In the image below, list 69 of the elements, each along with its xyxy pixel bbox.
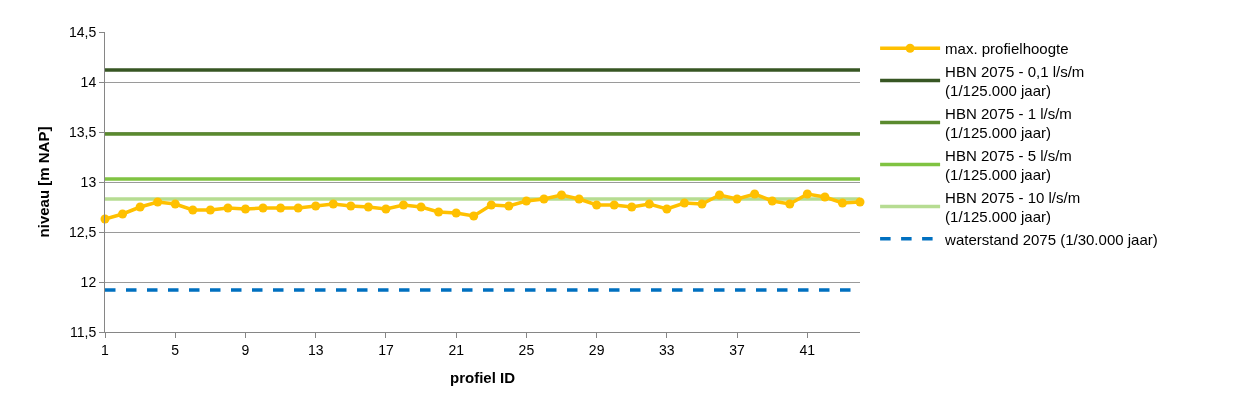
x-tick-label: 5 xyxy=(171,341,180,358)
x-tick-label: 33 xyxy=(659,341,675,358)
point xyxy=(697,199,707,209)
point xyxy=(363,202,373,212)
legend-label: HBN 2075 - 10 l/s/m (1/125.000 jaar) xyxy=(945,188,1081,226)
point xyxy=(679,198,689,208)
point xyxy=(820,192,830,202)
point xyxy=(767,196,777,206)
point xyxy=(276,203,286,213)
point xyxy=(381,204,391,214)
legend-label: HBN 2075 - 1 l/s/m (1/125.000 jaar) xyxy=(945,104,1072,142)
point xyxy=(223,203,233,213)
point xyxy=(434,207,444,217)
x-tick-label: 13 xyxy=(307,341,324,358)
y-tick-label: 13,5 xyxy=(68,123,97,140)
point xyxy=(293,203,303,213)
point xyxy=(240,204,250,214)
point xyxy=(258,203,268,213)
point xyxy=(557,190,567,200)
point xyxy=(398,200,408,210)
point xyxy=(311,201,321,211)
y-tick-label: 12 xyxy=(80,273,97,290)
y-axis-title: niveau [m NAP] xyxy=(35,126,53,238)
point xyxy=(592,200,602,210)
point xyxy=(574,194,584,204)
legend-label: waterstand 2075 (1/30.000 jaar) xyxy=(944,230,1158,248)
point xyxy=(837,198,847,208)
point xyxy=(644,199,654,209)
point xyxy=(451,208,461,218)
point xyxy=(785,199,795,209)
point xyxy=(486,200,496,210)
point xyxy=(205,205,215,215)
point xyxy=(539,194,549,204)
point xyxy=(802,189,812,199)
point xyxy=(732,194,742,204)
point xyxy=(855,197,865,207)
point xyxy=(521,196,531,206)
legend-label: max. profielhoogte xyxy=(945,40,1069,58)
point xyxy=(153,197,163,207)
point xyxy=(346,201,356,211)
point xyxy=(662,204,672,214)
y-tick-label: 11,5 xyxy=(69,323,97,340)
point xyxy=(170,199,180,209)
y-tick-label: 14,5 xyxy=(68,23,97,40)
x-tick-label: 17 xyxy=(378,341,394,358)
point xyxy=(328,199,338,209)
y-tick-label: 14 xyxy=(80,73,97,90)
x-tick-label: 29 xyxy=(588,341,605,358)
point xyxy=(750,189,760,199)
legend-label: HBN 2075 - 5 l/s/m (1/125.000 jaar) xyxy=(945,146,1072,184)
x-tick-label: 21 xyxy=(448,341,465,358)
legend-label: HBN 2075 - 0,1 l/s/m (1/125.000 jaar) xyxy=(945,62,1085,100)
x-tick-label: 41 xyxy=(799,341,816,358)
y-tick-label: 12,5 xyxy=(68,223,97,240)
point xyxy=(609,200,619,210)
point xyxy=(135,202,145,212)
x-axis-title: profiel ID xyxy=(449,368,516,386)
point xyxy=(188,205,198,215)
point xyxy=(118,209,128,219)
x-tick-label: 9 xyxy=(241,341,250,358)
point xyxy=(469,211,479,221)
point xyxy=(715,190,725,200)
point xyxy=(416,202,426,212)
x-tick-label: 37 xyxy=(729,341,746,358)
x-tick-label: 1 xyxy=(101,341,110,358)
y-tick-label: 13 xyxy=(80,173,97,190)
point xyxy=(504,201,514,211)
x-tick-label: 25 xyxy=(518,341,535,358)
point xyxy=(627,202,637,212)
